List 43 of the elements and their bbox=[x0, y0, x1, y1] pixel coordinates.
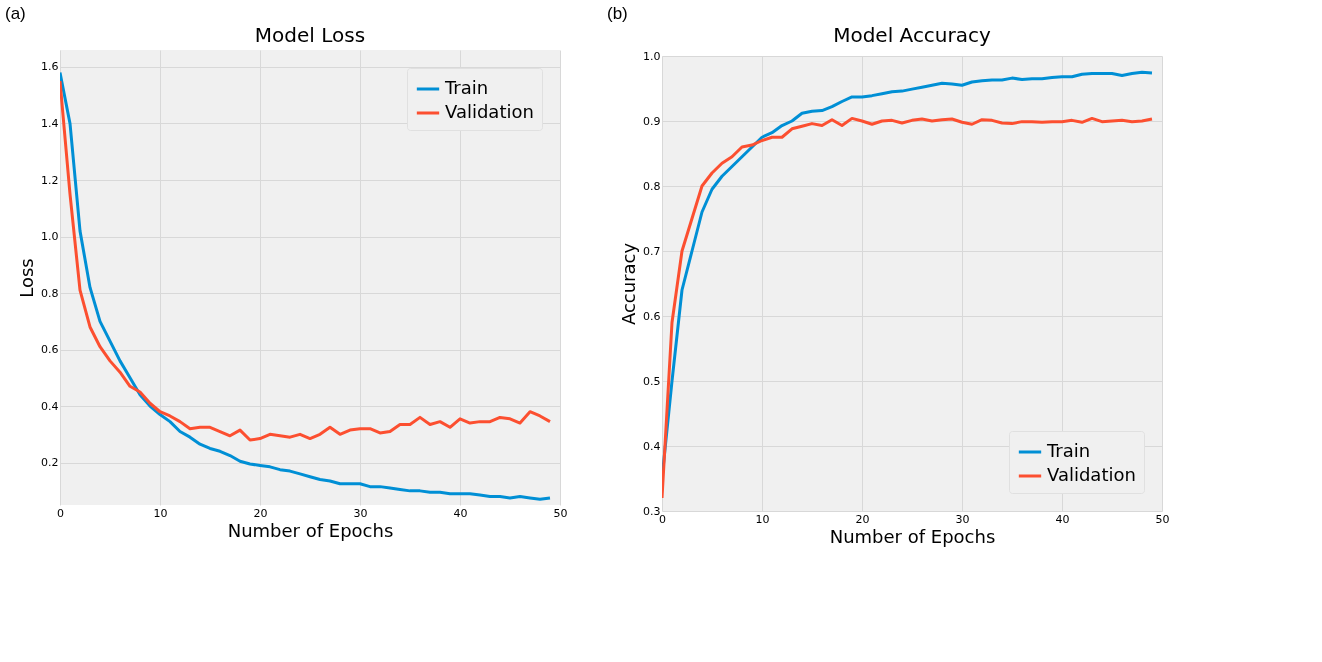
y-tick-label: 0.5 bbox=[643, 374, 661, 388]
y-tick-label: 0.9 bbox=[643, 114, 661, 128]
legend-label: Train bbox=[1046, 440, 1091, 461]
x-tick-label: 20 bbox=[855, 512, 870, 526]
legend-label: Validation bbox=[445, 101, 534, 122]
y-tick-label: 0.2 bbox=[41, 456, 59, 470]
x-tick-label: 10 bbox=[755, 512, 770, 526]
x-tick-label: 10 bbox=[153, 506, 168, 520]
y-tick-label: 0.6 bbox=[643, 309, 661, 323]
x-tick-label: 0 bbox=[659, 512, 666, 526]
x-axis-title: Number of Epochs bbox=[829, 525, 996, 547]
y-tick-label: 0.3 bbox=[643, 504, 661, 518]
x-tick-label: 40 bbox=[453, 506, 468, 520]
y-axis-title: Accuracy bbox=[618, 242, 640, 326]
x-tick-label: 50 bbox=[1155, 512, 1170, 526]
x-tick-label: 0 bbox=[57, 506, 64, 520]
y-tick-label: 1.4 bbox=[41, 116, 59, 130]
x-axis-title: Number of Epochs bbox=[227, 519, 394, 541]
x-tick-label: 20 bbox=[253, 506, 268, 520]
line-series bbox=[60, 79, 552, 442]
y-tick-label: 1.0 bbox=[643, 49, 661, 63]
chart-title: Model Loss bbox=[254, 23, 366, 47]
x-tick-label: 30 bbox=[955, 512, 970, 526]
line-series bbox=[662, 116, 1154, 500]
y-tick-label: 0.8 bbox=[643, 179, 661, 193]
y-tick-label: 1.0 bbox=[41, 230, 59, 244]
x-tick-label: 40 bbox=[1055, 512, 1070, 526]
y-tick-label: 0.4 bbox=[643, 439, 661, 453]
y-axis-title: Loss bbox=[16, 258, 38, 298]
x-tick-label: 30 bbox=[353, 506, 368, 520]
legend-label: Train bbox=[444, 77, 489, 98]
y-tick-label: 1.6 bbox=[41, 60, 59, 74]
text: (a) bbox=[5, 4, 26, 23]
y-tick-label: 1.2 bbox=[41, 173, 59, 187]
y-tick-label: 0.7 bbox=[643, 244, 661, 258]
y-tick-label: 0.8 bbox=[41, 286, 59, 300]
y-tick-label: 0.6 bbox=[41, 343, 59, 357]
chart-title: Model Accuracy bbox=[833, 23, 992, 47]
legend-label: Validation bbox=[1047, 464, 1136, 485]
line-series bbox=[60, 71, 552, 501]
y-tick-label: 0.4 bbox=[41, 399, 59, 413]
text: (b) bbox=[607, 4, 628, 23]
x-tick-label: 50 bbox=[553, 506, 568, 520]
